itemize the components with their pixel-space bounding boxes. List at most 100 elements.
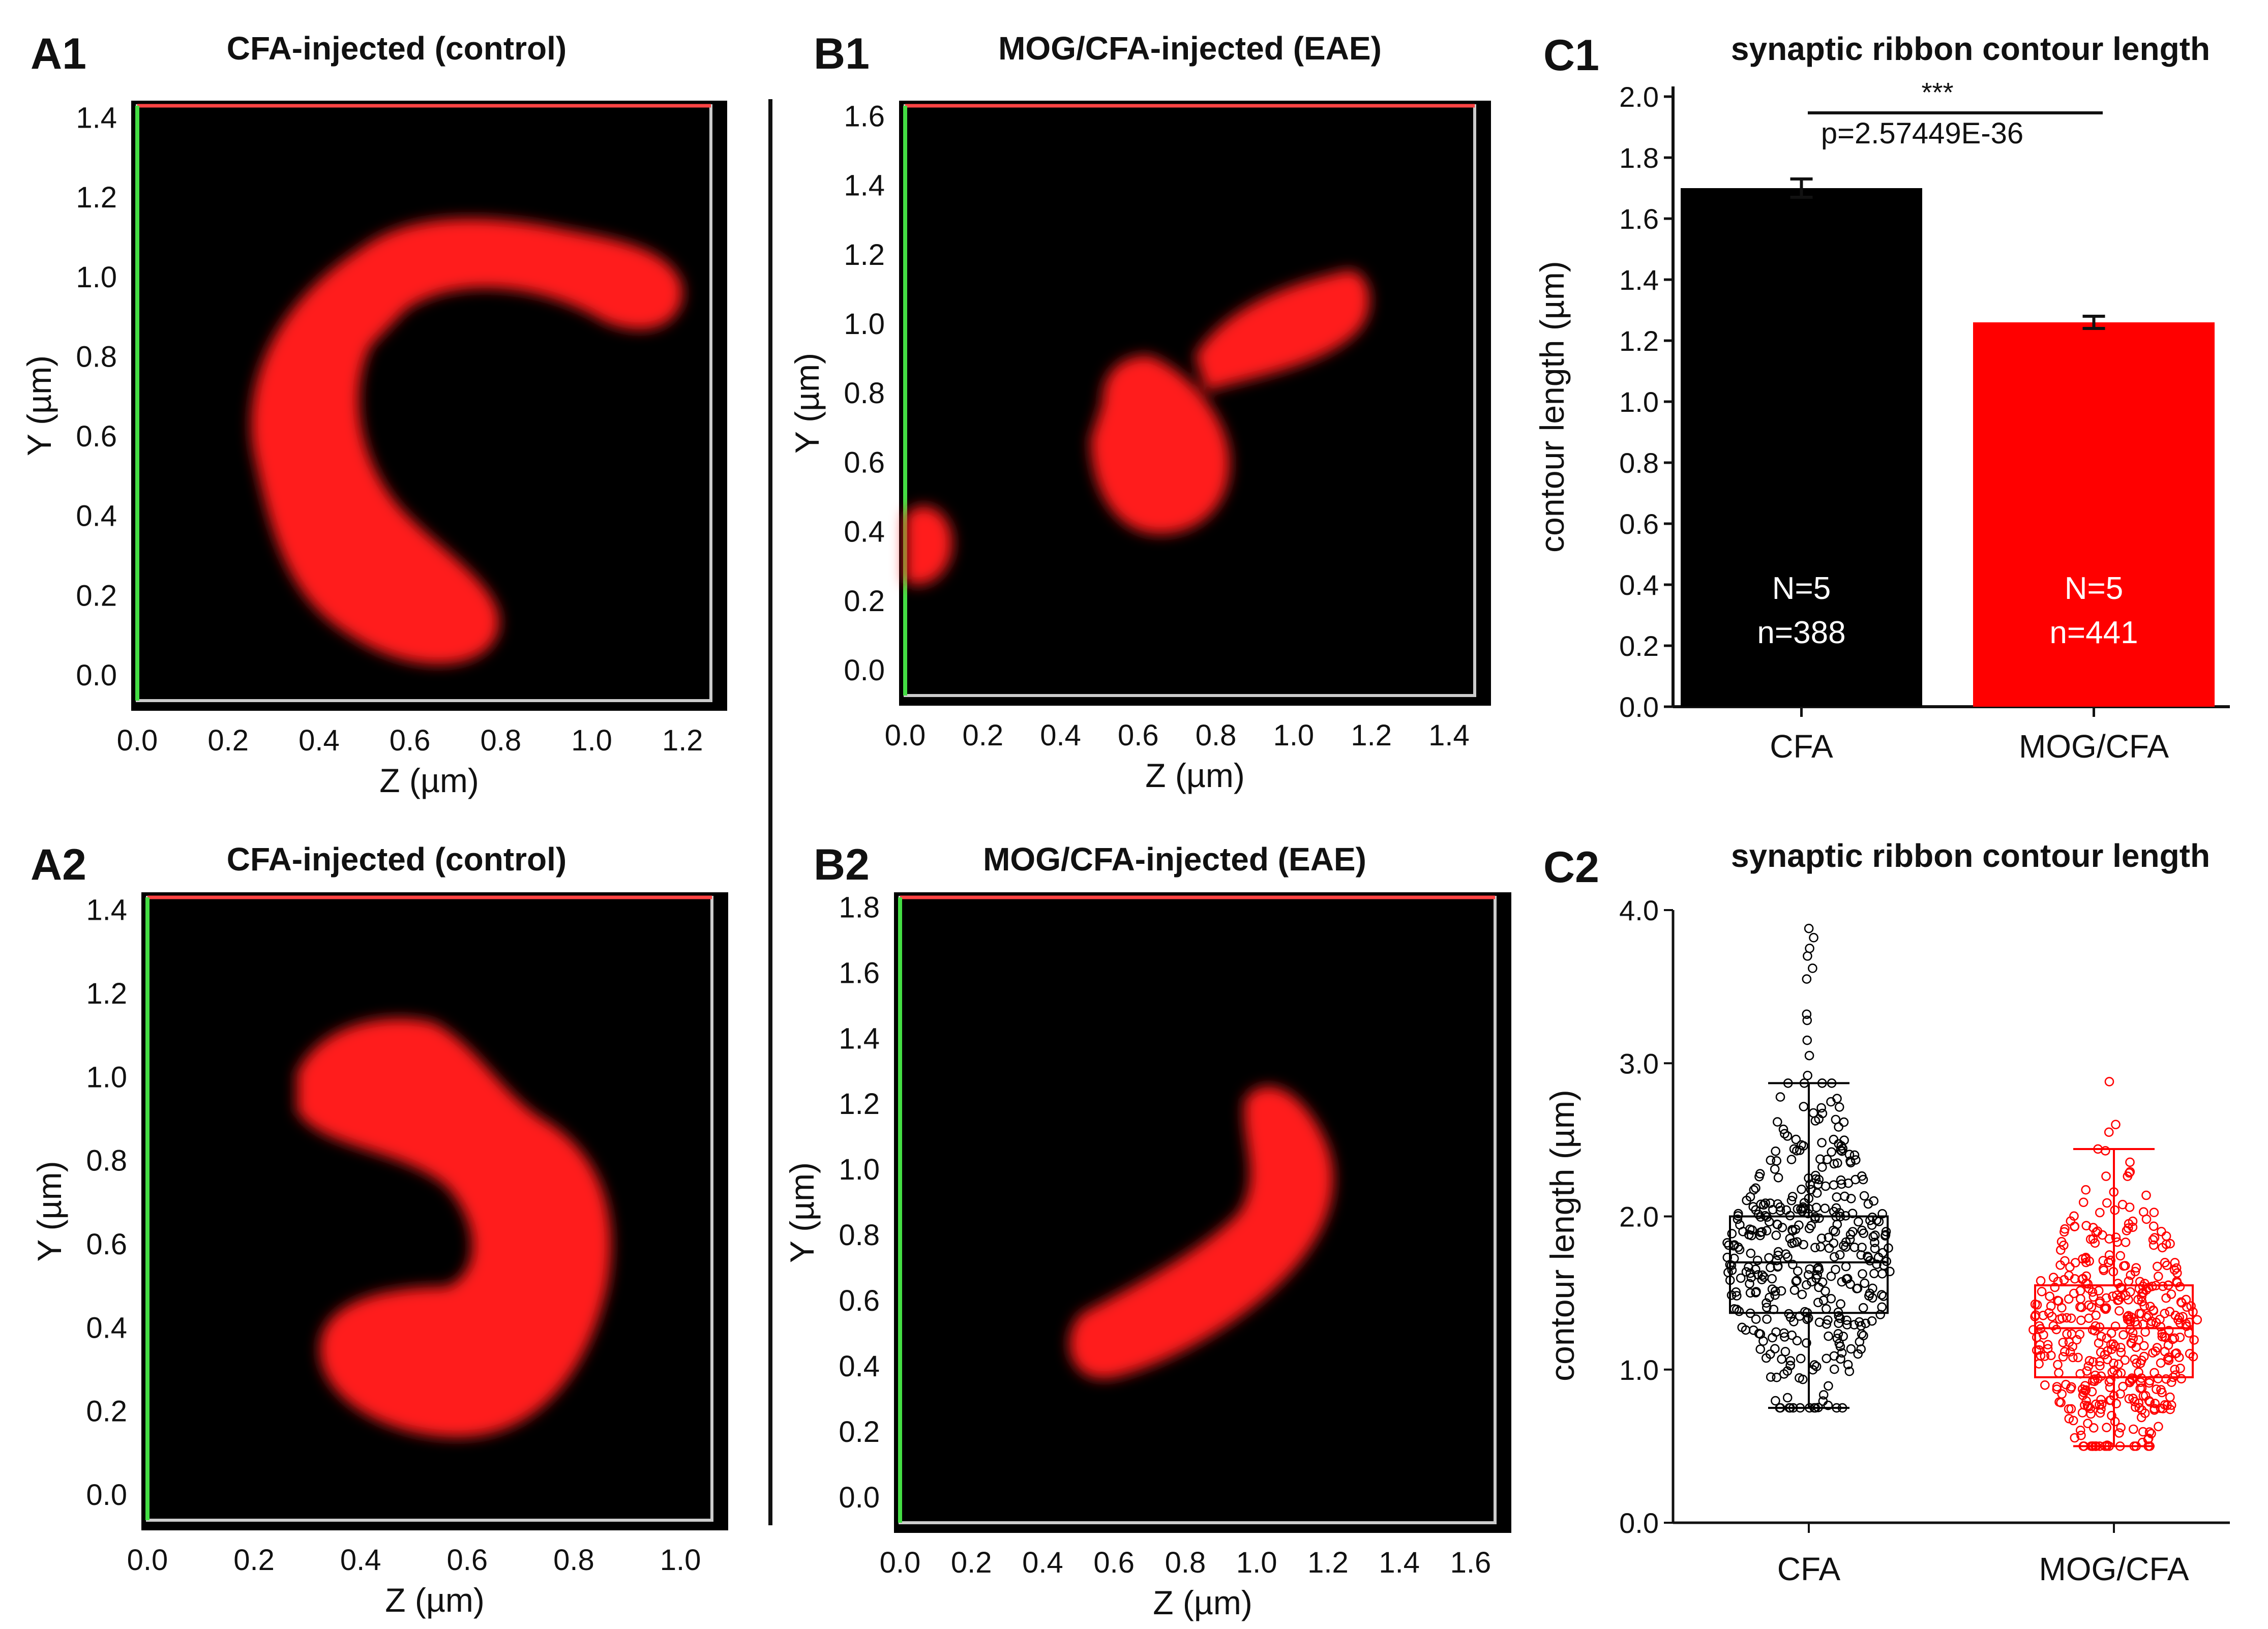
y-tick-label: 1.4 [839,1022,880,1055]
ribbon-signal [296,1018,611,1438]
data-point [1859,1228,1868,1238]
x-tick-label: CFA [1777,1551,1841,1587]
data-point [1818,1396,1828,1406]
data-point [1856,1250,1866,1260]
y-tick-label: 1.2 [1619,325,1659,357]
data-point [2153,1374,2163,1383]
outlier-point [2111,1120,2121,1130]
y-tick-label: 1.6 [1619,203,1659,235]
data-point [1734,1306,1744,1316]
data-point [1858,1303,1868,1313]
data-point [2070,1221,2080,1231]
data-point [1778,1124,1788,1134]
data-point [2101,1171,2111,1181]
data-point [2094,1286,2104,1295]
data-point [1874,1217,1884,1226]
y-tick-label: 4.0 [1619,894,1659,926]
data-point [2100,1350,2110,1360]
data-point [1845,1229,1856,1240]
data-point [2161,1231,2171,1241]
x-tick-label: 1.6 [1450,1546,1491,1579]
data-point [2048,1273,2058,1282]
data-point [2083,1361,2094,1371]
data-point [1752,1255,1763,1265]
y-tick-label: 0.2 [839,1415,880,1449]
data-point [2087,1287,2098,1297]
x-axis-label: Z (µm) [379,762,479,799]
data-point [1834,1318,1843,1328]
data-point [2128,1334,2138,1343]
x-tick-label: MOG/CFA [2039,1551,2189,1587]
data-point [1832,1192,1842,1202]
data-point [1875,1310,1885,1319]
data-point [2070,1258,2080,1268]
data-point [2066,1384,2076,1394]
x-tick-label: 0.6 [447,1544,488,1577]
data-point [1748,1325,1758,1335]
data-point [2066,1404,2076,1414]
data-point [2130,1397,2140,1407]
data-point [2073,1352,2083,1363]
data-point [1818,1390,1829,1400]
data-point [1787,1330,1797,1340]
data-point [2153,1272,2163,1281]
y-tick-label: 1.0 [86,1061,127,1094]
data-point [1791,1134,1801,1144]
outlier-point [1804,923,1814,933]
data-point [2102,1198,2112,1208]
x-tick-label: 0.8 [1165,1546,1206,1579]
data-point [1775,1092,1785,1102]
data-point [1849,1150,1860,1160]
data-point [2056,1236,2067,1247]
data-point [1732,1291,1742,1301]
data-point [1775,1205,1785,1216]
data-point [1792,1237,1802,1247]
data-point [2148,1235,2158,1245]
data-point [1817,1277,1828,1287]
data-point [1746,1248,1756,1258]
data-point [1780,1129,1789,1139]
data-point [2123,1312,2132,1322]
data-point [2055,1260,2065,1270]
data-point [1792,1336,1802,1346]
bar-label-n-animals: N=5 [1772,571,1831,606]
data-point [1771,1147,1780,1156]
data-point [2176,1374,2186,1384]
data-point [1868,1283,1877,1293]
data-point [2151,1317,2161,1328]
panel-label: A1 [31,29,86,78]
x-tick-label: 0.6 [1093,1546,1135,1579]
y-tick-label: 3.0 [1619,1047,1659,1079]
data-point [2107,1367,2117,1377]
data-point [2040,1380,2050,1390]
data-point [2152,1384,2161,1394]
y-tick-label: 1.2 [76,181,117,214]
data-point [1745,1268,1755,1278]
data-point [1870,1238,1879,1247]
data-point [2186,1301,2196,1311]
significance-stars: *** [1921,77,1953,108]
data-point [1767,1284,1777,1294]
data-point [1802,1338,1811,1348]
y-tick-label: 0.8 [839,1219,880,1252]
ribbon-blob [251,218,683,665]
data-point [2111,1232,2121,1242]
data-point [1809,1360,1819,1370]
data-point [2101,1304,2111,1314]
data-point [2065,1262,2075,1272]
data-point [2081,1396,2091,1406]
data-point [1813,1180,1823,1189]
data-point [1797,1289,1807,1300]
x-tick-label: 0.0 [127,1544,168,1577]
data-point [1822,1319,1832,1329]
panel-label: A2 [31,840,86,889]
data-point [1881,1227,1891,1236]
data-point [2060,1224,2070,1234]
y-tick-label: 1.8 [839,891,880,924]
data-point [2116,1423,2126,1433]
panel-label: C2 [1543,843,1599,892]
data-point [2036,1276,2046,1286]
y-axis-label: Y (µm) [31,1161,68,1261]
data-point [1829,1351,1839,1361]
data-point [1786,1196,1797,1205]
